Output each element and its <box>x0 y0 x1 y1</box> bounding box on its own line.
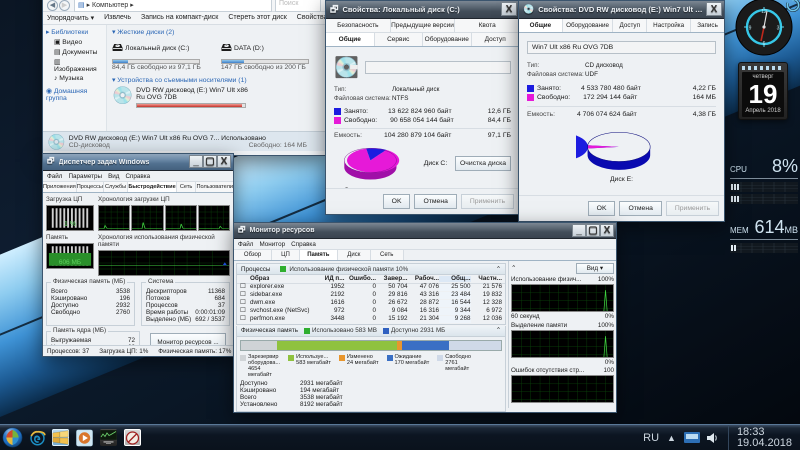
svg-text:9: 9 <box>749 26 752 32</box>
svg-text:3: 3 <box>777 26 780 32</box>
svg-text:6: 6 <box>763 41 766 47</box>
